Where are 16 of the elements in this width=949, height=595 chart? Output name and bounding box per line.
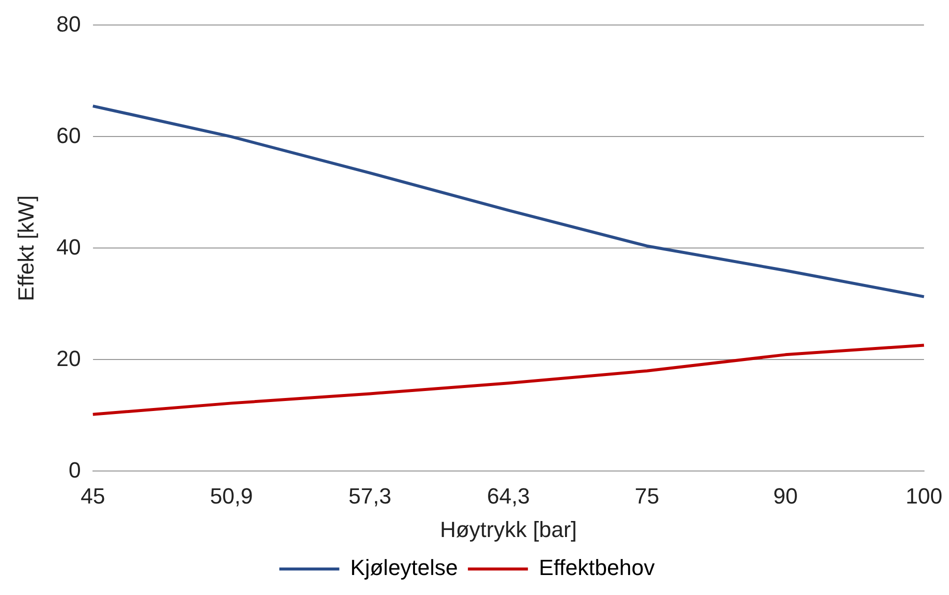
- x-axis-title: Høytrykk [bar]: [440, 516, 577, 542]
- x-tick-label: 100: [906, 483, 942, 508]
- legend-label: Kjøleytelse: [350, 555, 458, 580]
- y-axis-title: Effekt [kW]: [13, 195, 38, 302]
- x-tick-label: 90: [773, 483, 798, 508]
- x-tick-label: 75: [634, 483, 660, 508]
- y-tick-label: 20: [56, 346, 81, 371]
- y-tick-label: 0: [68, 457, 81, 482]
- y-tick-label: 80: [56, 11, 81, 36]
- y-tick-label: 60: [56, 122, 81, 148]
- x-tick-label: 64,3: [487, 483, 530, 508]
- x-tick-label: 50,9: [210, 483, 253, 508]
- x-tick-label: 45: [80, 483, 106, 508]
- y-tick-label: 40: [56, 234, 81, 260]
- x-tick-label: 57,3: [348, 483, 392, 508]
- legend-label: Effektbehov: [538, 555, 655, 580]
